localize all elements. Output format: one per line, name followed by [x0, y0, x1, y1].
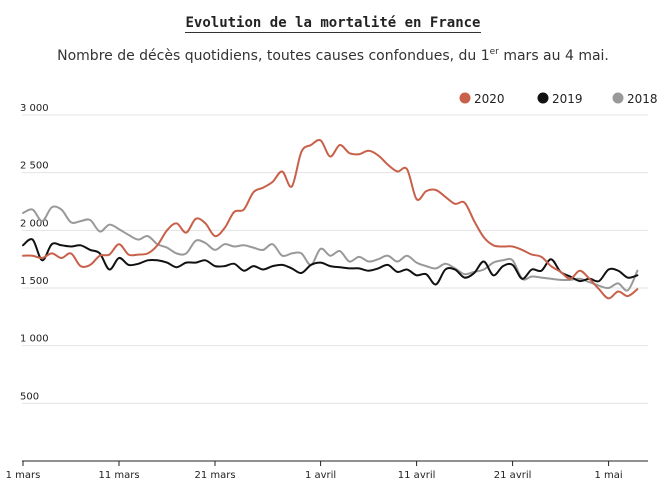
y-tick-label: 2 500	[20, 161, 49, 172]
x-tick-label: 21 mars	[194, 470, 235, 481]
chart-title-wrapper: Evolution de la mortalité en France	[0, 12, 666, 33]
y-tick-label: 2 000	[20, 218, 49, 229]
legend-swatch	[612, 92, 624, 104]
legend-label: 2019	[552, 92, 583, 106]
x-tick-label: 21 avril	[494, 470, 532, 481]
legend-label: 2018	[627, 92, 658, 106]
legend-swatch	[459, 92, 471, 104]
chart-subtitle: Nombre de décès quotidiens, toutes cause…	[0, 47, 666, 64]
legend-swatch	[537, 92, 549, 104]
y-tick-label: 1 000	[20, 334, 49, 345]
y-axis-ticks: 500 1 000 1 500 2 000 2 500 3 000	[20, 103, 49, 402]
y-tick-label: 1 500	[20, 276, 49, 287]
legend-label: 2020	[474, 92, 505, 106]
legend-item-2019: 2019	[537, 92, 583, 106]
series-lines	[22, 138, 639, 300]
chart-subtitle-suffix: mars au 4 mai.	[498, 48, 609, 64]
legend: 2020 2019 2018	[459, 92, 658, 106]
series-line-2018	[22, 205, 639, 292]
x-tick-label: 1 avril	[305, 470, 336, 481]
y-tick-label: 3 000	[20, 103, 49, 114]
x-tick-label: 1 mars	[6, 470, 41, 481]
chart-subtitle-superscript: er	[489, 47, 499, 57]
y-tick-label: 500	[20, 391, 39, 402]
gridlines	[22, 114, 648, 404]
series-line-2019	[22, 238, 639, 286]
legend-item-2018: 2018	[612, 92, 658, 106]
x-tick-label: 11 avril	[398, 470, 436, 481]
chart-title: Evolution de la mortalité en France	[185, 15, 481, 33]
series-line-2020	[22, 138, 639, 300]
chart-subtitle-prefix: Nombre de décès quotidiens, toutes cause…	[57, 48, 490, 64]
x-tick-label: 1 mai	[594, 470, 622, 481]
legend-item-2020: 2020	[459, 92, 505, 106]
x-axis: 1 mars 11 mars 21 mars 1 avril 11 avril 21 av…	[6, 460, 648, 481]
x-tick-label: 11 mars	[98, 470, 139, 481]
